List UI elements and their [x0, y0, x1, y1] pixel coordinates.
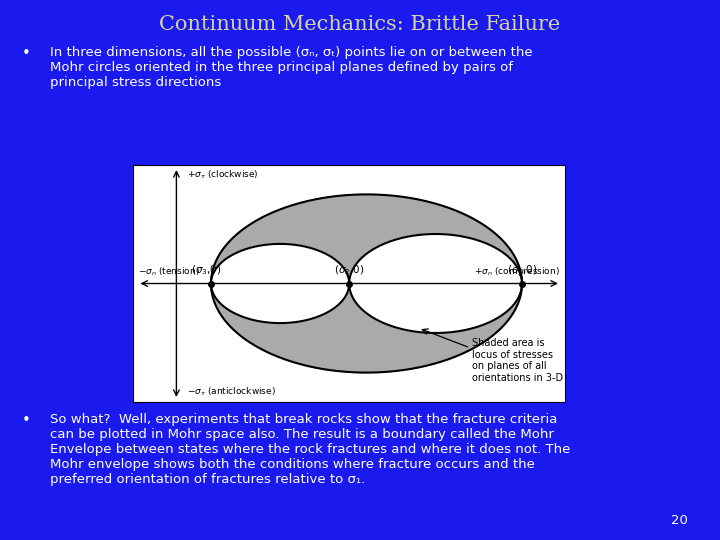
Text: In three dimensions, all the possible (σₙ, σₜ) points lie on or between the
Mohr: In three dimensions, all the possible (σ…: [50, 46, 533, 89]
Text: •: •: [22, 413, 30, 428]
Text: $-\sigma_\tau$ (anticlockwise): $-\sigma_\tau$ (anticlockwise): [186, 386, 276, 399]
Text: So what?  Well, experiments that break rocks show that the fracture criteria
can: So what? Well, experiments that break ro…: [50, 413, 571, 486]
Polygon shape: [211, 244, 349, 323]
Text: Shaded area is
locus of stresses
on planes of all
orientations in 3-D: Shaded area is locus of stresses on plan…: [472, 338, 563, 383]
Text: ($\sigma_3$,0): ($\sigma_3$,0): [192, 264, 222, 277]
Text: $-\sigma_n$ (tension): $-\sigma_n$ (tension): [138, 265, 200, 278]
Text: 20: 20: [671, 514, 688, 526]
Text: •: •: [22, 46, 30, 61]
Text: +$\sigma_n$ (compression): +$\sigma_n$ (compression): [474, 265, 560, 278]
Text: Continuum Mechanics: Brittle Failure: Continuum Mechanics: Brittle Failure: [159, 15, 561, 34]
Polygon shape: [211, 194, 522, 373]
Text: ($\sigma_1$,0): ($\sigma_1$,0): [507, 264, 537, 277]
Polygon shape: [349, 234, 522, 333]
Text: +$\sigma_\tau$ (clockwise): +$\sigma_\tau$ (clockwise): [186, 168, 258, 181]
Text: ($\sigma_2$,0): ($\sigma_2$,0): [334, 264, 364, 277]
